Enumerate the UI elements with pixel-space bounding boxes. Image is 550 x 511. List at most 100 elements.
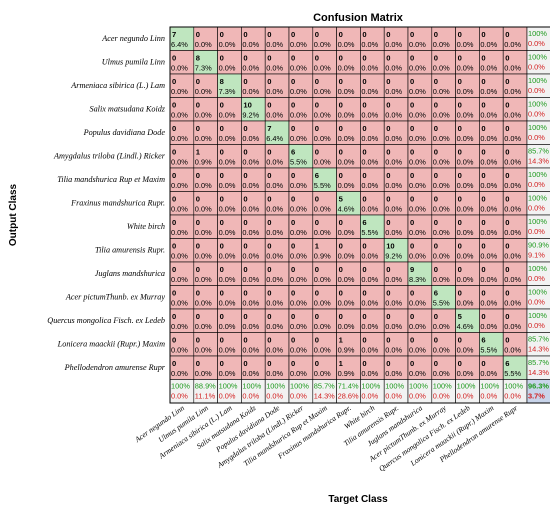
column-error: 28.6% (338, 392, 359, 401)
cell-percent: 0.0% (480, 322, 497, 331)
cell-count: 0 (458, 148, 462, 157)
cell-percent: 0.0% (504, 346, 521, 355)
cell-count: 0 (267, 171, 271, 180)
cell-count: 0 (196, 289, 200, 298)
cell-percent: 0.0% (504, 64, 521, 73)
cell-count: 0 (362, 242, 366, 251)
cell-percent: 0.0% (338, 181, 355, 190)
cell-percent: 0.0% (457, 111, 474, 120)
cell-count: 0 (339, 124, 343, 133)
cell-count: 10 (243, 101, 251, 110)
cell-percent: 0.0% (290, 346, 307, 355)
cell-percent: 0.0% (290, 205, 307, 214)
cell-count: 0 (267, 336, 271, 345)
cell-percent: 0.0% (242, 299, 259, 308)
cell-percent: 0.0% (195, 275, 212, 284)
cell-count: 0 (220, 336, 224, 345)
row-accuracy: 100% (528, 311, 547, 320)
cell-count: 0 (267, 77, 271, 86)
cell-count: 0 (362, 336, 366, 345)
cell-percent: 0.0% (504, 228, 521, 237)
cell-count: 0 (362, 289, 366, 298)
cell-percent: 0.0% (195, 111, 212, 120)
matrix-cells: 76.4%00.0%00.0%00.0%00.0%00.0%00.0%00.0%… (169, 26, 550, 404)
x-axis-label: Target Class (328, 494, 388, 505)
cell-percent: 0.0% (266, 87, 283, 96)
cell-count: 0 (220, 195, 224, 204)
cell-count: 0 (386, 336, 390, 345)
cell-percent: 0.0% (290, 252, 307, 261)
cell-count: 0 (267, 289, 271, 298)
cell-percent: 0.0% (266, 299, 283, 308)
cell-count: 0 (220, 218, 224, 227)
cell-percent: 0.0% (361, 252, 378, 261)
cell-percent: 0.0% (171, 346, 188, 355)
cell-percent: 0.0% (219, 158, 236, 167)
cell-count: 0 (243, 289, 247, 298)
cell-count: 0 (386, 218, 390, 227)
cell-count: 0 (339, 77, 343, 86)
cell-percent: 6.4% (171, 40, 188, 49)
cell-percent: 0.0% (385, 111, 402, 120)
cell-percent: 0.0% (242, 346, 259, 355)
cell-count: 0 (386, 124, 390, 133)
cell-count: 0 (220, 289, 224, 298)
cell-percent: 0.0% (433, 158, 450, 167)
cell-percent: 0.0% (433, 205, 450, 214)
cell-percent: 0.0% (433, 134, 450, 143)
cell-percent: 0.0% (457, 87, 474, 96)
cell-count: 0 (434, 195, 438, 204)
cell-percent: 0.0% (242, 275, 259, 284)
cell-count: 0 (243, 54, 247, 63)
cell-count: 0 (410, 218, 414, 227)
row-error: 0.0% (528, 39, 545, 48)
cell-percent: 0.0% (504, 205, 521, 214)
cell-count: 0 (481, 265, 485, 274)
cell-percent: 0.0% (314, 134, 331, 143)
column-accuracy: 100% (290, 382, 309, 391)
cell-percent: 8.3% (409, 275, 426, 284)
cell-count: 0 (481, 312, 485, 321)
cell-percent: 0.0% (480, 228, 497, 237)
cell-percent: 0.0% (480, 134, 497, 143)
row-accuracy: 90.9% (528, 241, 549, 250)
cell-count: 0 (291, 77, 295, 86)
cell-percent: 0.0% (290, 369, 307, 378)
cell-percent: 0.0% (504, 299, 521, 308)
cell-percent: 0.0% (219, 299, 236, 308)
cell-count: 0 (339, 171, 343, 180)
cell-count: 0 (458, 336, 462, 345)
row-accuracy: 100% (528, 264, 547, 273)
cell-count: 0 (410, 101, 414, 110)
cell-count: 0 (291, 101, 295, 110)
cell-percent: 0.0% (290, 299, 307, 308)
cell-count: 0 (505, 312, 509, 321)
cell-count: 0 (220, 359, 224, 368)
cell-percent: 6.4% (266, 134, 283, 143)
cell-count: 0 (172, 124, 176, 133)
cell-percent: 5.5% (361, 228, 378, 237)
row-label: Tilia amurensis Rupr. (95, 246, 165, 255)
column-error: 0.0% (433, 392, 450, 401)
cell-percent: 0.0% (266, 322, 283, 331)
cell-percent: 0.0% (314, 369, 331, 378)
cell-percent: 0.0% (457, 252, 474, 261)
cell-percent: 0.0% (338, 158, 355, 167)
column-error: 0.0% (290, 392, 307, 401)
cell-percent: 0.0% (171, 228, 188, 237)
cell-percent: 0.0% (171, 64, 188, 73)
cell-count: 0 (243, 171, 247, 180)
cell-count: 0 (505, 124, 509, 133)
cell-count: 0 (243, 30, 247, 39)
cell-percent: 5.5% (290, 158, 307, 167)
cell-count: 0 (172, 312, 176, 321)
cell-count: 0 (410, 148, 414, 157)
cell-count: 0 (196, 101, 200, 110)
cell-count: 0 (458, 218, 462, 227)
cell-count: 0 (362, 124, 366, 133)
row-label: Ulmus pumila Linn (102, 58, 165, 67)
cell-count: 0 (196, 171, 200, 180)
cell-percent: 0.0% (219, 346, 236, 355)
